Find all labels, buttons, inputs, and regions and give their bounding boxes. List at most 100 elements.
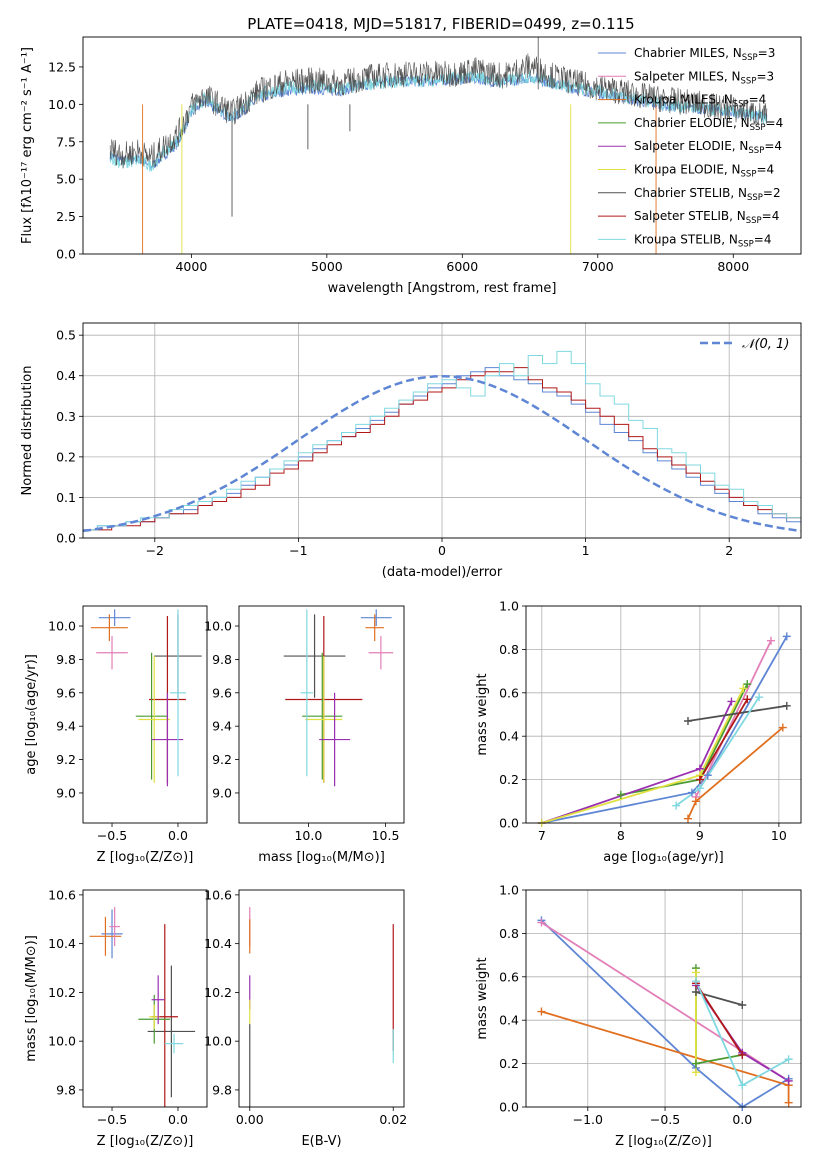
error-cross: [170, 609, 186, 777]
y-tick-label: 0.0: [499, 816, 519, 831]
panel-6: 0.00 0.02 9.8 10.0 10.2 10.4 10.6 E(B-V): [204, 887, 407, 1149]
legend-nssp-subscript: SSP: [748, 146, 764, 156]
x-tick-label: −1: [289, 543, 307, 558]
plus-marker: [691, 977, 700, 986]
error-cross: [98, 609, 131, 627]
plus-marker: [691, 968, 700, 977]
y-tick-label: 9.2: [56, 752, 76, 767]
y-axis-label: age [log₁₀(age/yr)]: [24, 654, 39, 775]
legend-label: Salpeter MILES, NSSP=3: [634, 69, 774, 86]
normal-curve: [83, 374, 801, 533]
plus-marker: [782, 632, 791, 641]
x-tick-label: −2: [146, 543, 164, 558]
plot-area: [540, 919, 790, 1107]
legend-series-name: Salpeter MILES: [634, 69, 724, 83]
error-cross: [151, 975, 165, 1025]
x-tick-label: 7000: [582, 259, 614, 274]
x-axis-label: Z [log₁₀(Z/Z⊙)]: [615, 1134, 712, 1149]
y-tick-label: 0.2: [499, 772, 519, 787]
plus-marker: [782, 701, 791, 710]
axes-frame: [82, 605, 208, 824]
legend-nssp-label: , N: [724, 69, 741, 83]
legend-nssp-label: , N: [725, 46, 742, 60]
y-tick-label: 10.4: [48, 936, 76, 951]
y-tick-label: 10.2: [204, 985, 232, 1000]
plot-area: [90, 609, 202, 787]
legend: 𝒩(0, 1): [700, 337, 789, 352]
legend-nssp-value: 4: [764, 232, 772, 246]
weight-series: [695, 640, 772, 798]
y-tick-label: 9.4: [56, 719, 76, 734]
y-tick-label: 1.0: [499, 599, 519, 614]
legend-nssp-value: 2: [773, 186, 781, 200]
weight-series: [540, 921, 790, 1082]
y-tick-label: 0.4: [499, 729, 519, 744]
figure-title: PLATE=0418, MJD=51817, FIBERID=0499, z=0…: [247, 15, 634, 33]
axes-frame: [238, 605, 405, 824]
error-cross: [365, 614, 384, 642]
x-tick-label: 10: [771, 828, 787, 843]
legend-equals: =: [762, 209, 772, 223]
legend-label: Kroupa MILES, NSSP=4: [634, 93, 766, 110]
x-axis-label: Z [log₁₀(Z/Z⊙)]: [97, 850, 194, 865]
panel-4: 7 8 9 10 0.0 0.2 0.4 0.6 0.8 1.0 age [log₁₀(age/yr…: [475, 599, 802, 865]
legend-equals: =: [749, 93, 759, 107]
legend-equals: =: [754, 232, 764, 246]
plus-marker: [691, 1059, 700, 1068]
error-cross: [283, 614, 346, 698]
y-tick-label: 10.0: [204, 1034, 232, 1049]
x-tick-label: 10.0: [294, 828, 322, 843]
y-tick-label: 9.8: [212, 652, 232, 667]
x-tick-label: 1: [582, 543, 590, 558]
y-tick-label: 9.4: [212, 719, 232, 734]
plus-marker: [784, 1055, 793, 1064]
y-tick-label: 10.0: [48, 97, 76, 112]
weight-series: [687, 704, 787, 722]
legend-nssp-subscript: SSP: [733, 100, 749, 110]
y-tick-label: 0.0: [499, 1100, 519, 1115]
legend-nssp-subscript: SSP: [738, 239, 754, 249]
y-tick-label: 0.4: [56, 368, 76, 383]
x-axis-label: Z [log₁₀(Z/Z⊙)]: [97, 1134, 194, 1149]
error-cross: [147, 965, 196, 1098]
y-tick-label: 10.2: [48, 985, 76, 1000]
x-tick-label: 5000: [311, 259, 343, 274]
legend-nssp-subscript: SSP: [741, 170, 757, 180]
weight-series: [699, 698, 749, 781]
histogram-series: [83, 350, 801, 531]
plus-marker: [743, 680, 752, 689]
legend-equals: =: [766, 116, 776, 130]
y-tick-label: 9.6: [212, 685, 232, 700]
legend-nssp-value: 3: [768, 46, 776, 60]
plus-marker: [672, 801, 681, 810]
error-cross: [101, 909, 123, 959]
x-tick-label: 0.0: [168, 1112, 188, 1127]
plus-marker: [537, 1007, 546, 1016]
weight-series: [541, 1010, 789, 1087]
panel-1: −2 −1 0 1 2 0.0 0.1 0.2 0.3 0.4 0.5 (data-model)/er…: [20, 322, 802, 580]
x-tick-label: 7: [538, 828, 546, 843]
plot-area: [249, 907, 394, 1107]
y-tick-label: 10.0: [48, 619, 76, 634]
axes-frame: [525, 605, 802, 824]
plot-area: [89, 907, 196, 1107]
plus-marker: [766, 636, 775, 645]
x-tick-label: 9: [696, 828, 704, 843]
x-tick-label: 0.02: [379, 1112, 407, 1127]
legend-equals: =: [763, 186, 773, 200]
x-axis-label: wavelength [Angstrom, rest frame]: [328, 281, 557, 296]
y-tick-label: 0.0: [56, 531, 76, 546]
y-axis-label: Flux [fλ10⁻¹⁷ erg cm⁻² s⁻¹ A⁻¹]: [20, 47, 35, 244]
legend-nssp-value: 4: [759, 93, 767, 107]
weight-series: [695, 982, 744, 1056]
plus-marker: [691, 797, 700, 806]
plus-marker: [691, 987, 700, 996]
y-tick-label: 10.4: [204, 936, 232, 951]
legend-series-name: Kroupa ELODIE: [634, 163, 724, 177]
legend-series-name: Salpeter ELODIE: [634, 139, 732, 153]
legend-nssp-value: 4: [774, 139, 782, 153]
plus-marker: [695, 784, 704, 793]
error-cross: [138, 656, 171, 783]
axes-frame: [525, 889, 802, 1108]
